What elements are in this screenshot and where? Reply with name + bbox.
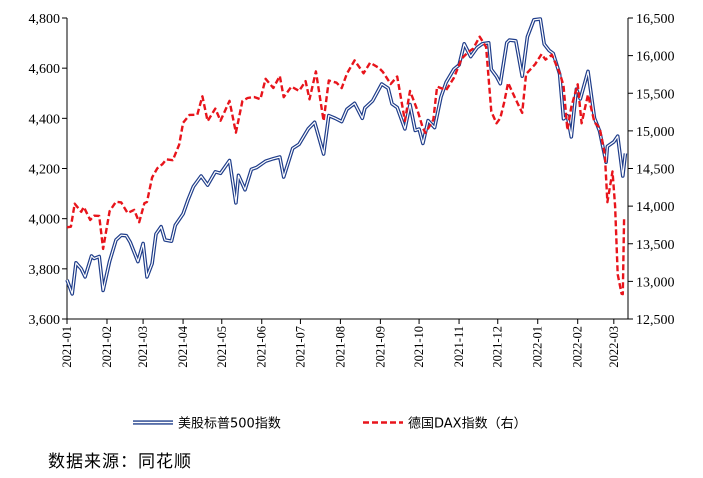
x-tick-label: 2021-05 <box>215 326 229 368</box>
x-tick-label: 2022-01 <box>531 326 545 368</box>
x-tick-label: 2021-08 <box>333 326 347 368</box>
x-tick-label: 2021-07 <box>293 326 307 368</box>
y-left-tick-label: 4,600 <box>29 62 61 77</box>
x-tick-label: 2022-03 <box>607 326 621 368</box>
y-left-tick-label: 3,800 <box>29 263 61 278</box>
series-layer <box>65 17 628 296</box>
y-right-tick-label: 14,000 <box>636 200 675 215</box>
x-tick-label: 2021-12 <box>491 326 505 368</box>
legend-item-sp500: 美股标普500指数 <box>133 417 281 432</box>
legend-label-dax: 德国DAX指数（右） <box>408 417 527 432</box>
axes: 3,600 3,800 4,000 4,200 4,400 4,600 4,800 12,50… <box>29 12 675 368</box>
y-right-tick-label: 13,000 <box>636 275 675 290</box>
x-tick-label: 2021-10 <box>412 326 426 368</box>
y-right-tick-label: 13,500 <box>636 238 675 253</box>
x-tick-label: 2021-01 <box>60 326 74 368</box>
x-tick-label: 2022-02 <box>571 326 585 368</box>
y-right-tick-label: 16,000 <box>636 50 675 65</box>
y-right-tick-label: 16,500 <box>636 12 675 27</box>
y-left-tick-label: 4,200 <box>29 163 61 178</box>
x-tick-label: 2021-11 <box>452 326 466 367</box>
y-left-tick-label: 3,600 <box>29 313 61 328</box>
x-tick-label: 2021-09 <box>373 326 387 368</box>
legend-label-sp500: 美股标普500指数 <box>178 417 281 432</box>
y-left-tick-label: 4,400 <box>29 112 61 127</box>
legend-item-dax: 德国DAX指数（右） <box>363 417 527 432</box>
x-tick-label: 2021-06 <box>255 326 269 368</box>
x-tick-label: 2021-04 <box>176 325 190 367</box>
x-tick-label: 2021-03 <box>136 326 150 368</box>
series-line-dax <box>66 35 626 296</box>
series-line-sp500-inner <box>66 18 626 295</box>
y-left-tick-label: 4,000 <box>29 213 61 228</box>
y-right-tick-label: 15,500 <box>636 87 675 102</box>
legend: 美股标普500指数 德国DAX指数（右） <box>133 417 527 432</box>
source-note: 数据来源：同花顺 <box>48 452 192 472</box>
series-line-sp500 <box>65 17 628 296</box>
y-left-tick-label: 4,800 <box>29 12 61 27</box>
x-tick-label: 2021-02 <box>100 326 114 368</box>
y-right-tick-label: 15,000 <box>636 125 675 140</box>
y-right-tick-label: 12,500 <box>636 313 675 328</box>
y-right-tick-label: 14,500 <box>636 163 675 178</box>
